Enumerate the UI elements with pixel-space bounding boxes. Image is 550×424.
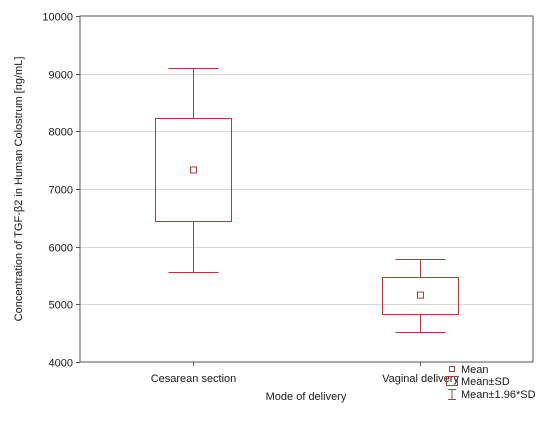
y-tick-label: 6000 (49, 243, 73, 255)
mean-marker (417, 291, 424, 299)
legend-item-mean: Mean (449, 364, 489, 376)
legend-item-whisker: Mean±1.96*SD (448, 389, 536, 401)
y-tick-label: 7000 (49, 185, 73, 197)
legend-label-whisker: Mean±1.96*SD (461, 389, 536, 401)
sd-box (155, 118, 232, 222)
legend: Mean Mean±SD Mean±1.96*SD (446, 364, 536, 401)
sd-box (382, 277, 459, 315)
y-axis-ticks: 4000 5000 6000 7000 8000 9000 10000 (42, 12, 80, 370)
grid-lines (80, 74, 533, 305)
mean-marker (190, 166, 197, 174)
box-group-1 (155, 68, 232, 273)
whisker-icon (448, 389, 456, 400)
y-axis-title: Concentration of TGF-β2 in Human Colostr… (13, 57, 25, 322)
boxes (155, 68, 459, 333)
y-tick-label: 4000 (49, 358, 73, 370)
x-tick-label: Vaginal delivery (382, 373, 459, 385)
y-tick-label: 10000 (42, 12, 73, 24)
legend-label-mean: Mean (461, 364, 489, 376)
x-tick-label: Cesarean section (151, 373, 237, 385)
legend-label-sd: Mean±SD (461, 376, 510, 388)
x-axis-ticks: Cesarean section Vaginal delivery (151, 362, 459, 385)
legend-item-sd: Mean±SD (446, 376, 510, 388)
x-axis-title: Mode of delivery (266, 391, 347, 403)
box-icon (446, 376, 458, 386)
y-tick-label: 9000 (49, 70, 73, 82)
mean-marker-icon (449, 366, 455, 372)
y-tick-label: 5000 (49, 300, 73, 312)
box-group-2 (382, 259, 459, 333)
y-tick-label: 8000 (49, 127, 73, 139)
